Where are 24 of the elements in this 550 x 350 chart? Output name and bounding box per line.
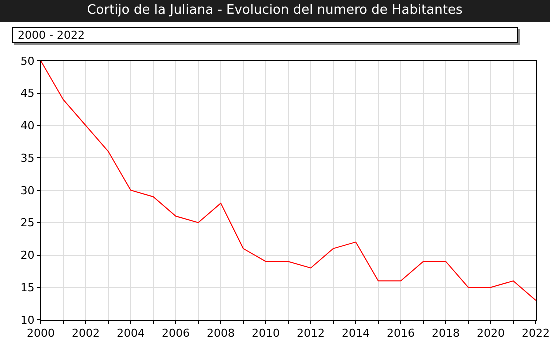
x-tick-label: 2020	[477, 327, 505, 340]
x-tick-label: 2016	[387, 327, 415, 340]
chart-title: Cortijo de la Juliana - Evolucion del numero de Habitantes	[0, 0, 550, 22]
x-tick-label: 2004	[117, 327, 145, 340]
y-tick-label: 20	[20, 249, 35, 262]
y-tick-label: 30	[20, 184, 35, 198]
y-tick-label: 35	[20, 152, 35, 165]
x-tick-label: 2022	[522, 327, 550, 340]
y-tick-label: 40	[20, 120, 35, 133]
y-tick-label: 45	[20, 87, 35, 100]
x-tick-label: 2006	[162, 327, 190, 340]
x-tick-label: 2000	[27, 327, 55, 340]
x-tick-label: 2010	[252, 327, 280, 340]
x-tick-label: 2012	[297, 327, 325, 340]
x-tick-label: 2002	[72, 327, 100, 340]
y-tick-label: 25	[20, 216, 35, 230]
y-tick-label: 10	[20, 314, 35, 327]
x-tick-label: 2008	[207, 327, 235, 340]
x-tick-label: 2018	[432, 327, 460, 340]
y-tick-label: 15	[20, 281, 35, 294]
y-tick-label: 50	[20, 54, 35, 68]
x-tick-label: 2014	[342, 327, 370, 340]
line-series	[41, 61, 536, 302]
chart-subtitle: 2000 - 2022	[12, 27, 518, 43]
